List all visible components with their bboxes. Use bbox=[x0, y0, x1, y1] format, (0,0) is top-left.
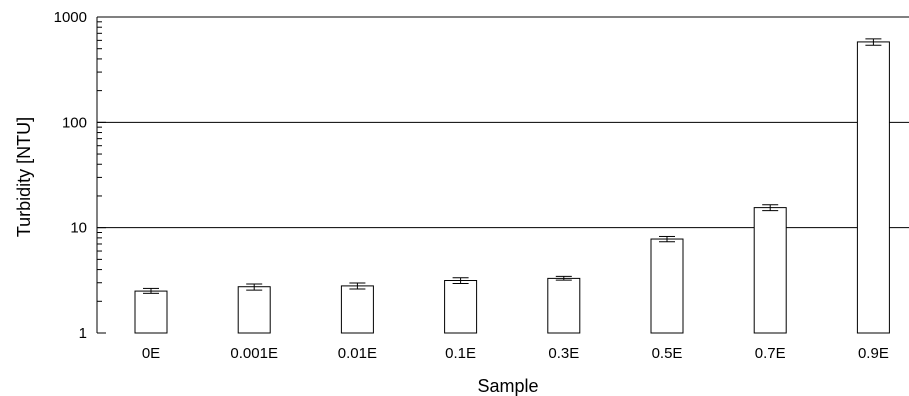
x-axis-title: Sample bbox=[477, 376, 538, 396]
y-tick-label: 1 bbox=[79, 325, 87, 342]
y-axis-title: Turbidity [NTU] bbox=[14, 117, 34, 237]
x-tick-label: 0.1E bbox=[445, 345, 476, 362]
bar-0.3E bbox=[547, 277, 581, 334]
bar-0.7E bbox=[753, 207, 787, 334]
x-tick-label: 0.001E bbox=[230, 345, 278, 362]
x-tick-label: 0E bbox=[142, 345, 160, 362]
bar-0.01E bbox=[340, 285, 374, 334]
bar-0.5E bbox=[650, 238, 684, 334]
x-tick-label: 0.01E bbox=[338, 345, 377, 362]
y-tick-label: 1000 bbox=[54, 9, 87, 26]
y-tick-label: 100 bbox=[62, 114, 87, 131]
bar-0.001E bbox=[237, 286, 271, 334]
y-tick-label: 10 bbox=[70, 220, 87, 237]
x-tick-label: 0.7E bbox=[755, 345, 786, 362]
bar-0E bbox=[134, 290, 168, 334]
x-tick-label: 0.9E bbox=[858, 345, 889, 362]
bar-0.9E bbox=[856, 41, 890, 334]
bar-0.1E bbox=[444, 280, 478, 334]
x-tick-label: 0.5E bbox=[652, 345, 683, 362]
x-tick-label: 0.3E bbox=[548, 345, 579, 362]
